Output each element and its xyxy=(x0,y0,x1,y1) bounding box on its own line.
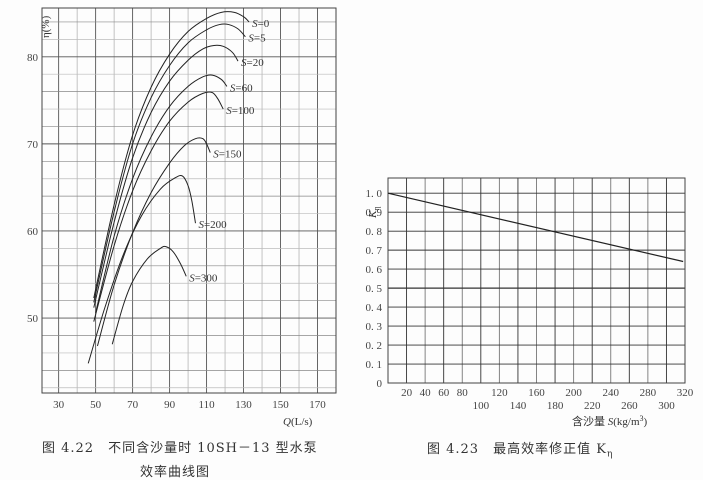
y-tick-label: 0. 1 xyxy=(366,359,383,371)
x-tick-label: 240 xyxy=(603,387,620,399)
plot-frame xyxy=(387,177,686,384)
figure-4-22-caption-line1: 图 4.22 不同含沙量时 10SH－13 型水泵 xyxy=(42,441,318,456)
curve-label: S=20 xyxy=(241,57,264,69)
x-tick-label: 90 xyxy=(164,399,176,411)
y-tick-label: 0. 4 xyxy=(366,302,383,314)
efficiency-curve-s-200 xyxy=(87,175,196,364)
curve-label: S=300 xyxy=(189,272,218,284)
x-axis-label: Q(L/s) xyxy=(283,416,313,428)
figure-4-23-caption-text: 图 4.23 最高效率修正值 K xyxy=(427,442,607,457)
y-tick-label: 0. 5 xyxy=(366,283,383,295)
y-tick-label: 0 xyxy=(377,378,383,390)
efficiency-curve-s-20 xyxy=(93,44,239,308)
curve-label: S=5 xyxy=(248,33,266,45)
x-tick-label: 160 xyxy=(528,387,545,399)
x-tick-label: 110 xyxy=(199,399,216,411)
x-tick-label: 40 xyxy=(420,387,432,399)
x-tick-label: 280 xyxy=(640,387,657,399)
x-tick-label: 80 xyxy=(457,387,469,399)
x-tick-label: 180 xyxy=(547,400,564,412)
x-tick-label: 140 xyxy=(510,400,527,412)
x-tick-label: 130 xyxy=(235,399,252,411)
y-tick-label: 0. 9 xyxy=(366,207,383,219)
figure-4-23-caption: 图 4.23 最高效率修正值 Kη xyxy=(427,438,613,460)
x-tick-label: 100 xyxy=(473,400,490,412)
efficiency-curve-s-150 xyxy=(96,137,211,347)
y-tick-label: 1. 0 xyxy=(366,188,383,200)
efficiency-correction-chart: 0 0. 1 0. 2 0. 3 0. 4 0. 5 0. 6 0. 7 0. 8 0. 9 1. … xyxy=(366,177,694,428)
y-tick-label: 70 xyxy=(27,139,39,151)
x-axis-label: 含沙量 S(kg/m3) xyxy=(572,414,648,428)
figure-4-23-caption-sub: η xyxy=(606,449,614,460)
figure-4-22-caption-line2: 效率曲线图 xyxy=(140,465,211,480)
curve-label: S=150 xyxy=(213,149,242,161)
efficiency-curve-s-0 xyxy=(93,11,250,299)
y-axis-label: η(%) xyxy=(40,15,52,38)
y-tick-label: 0. 7 xyxy=(366,245,383,257)
x-tick-label: 200 xyxy=(565,387,582,399)
y-tick-label: 80 xyxy=(27,52,39,64)
x-tick-label: 30 xyxy=(53,399,65,411)
efficiency-curve-s-5 xyxy=(93,23,246,303)
x-tick-label: 50 xyxy=(90,399,102,411)
x-tick-label: 320 xyxy=(677,387,694,399)
correction-line xyxy=(387,192,684,263)
x-tick-label: 120 xyxy=(491,387,508,399)
efficiency-curve-s-300 xyxy=(111,245,187,345)
x-tick-label: 150 xyxy=(272,399,289,411)
curve-label: S=200 xyxy=(198,219,227,231)
x-tick-label: 20 xyxy=(401,387,413,399)
curve-label: S=0 xyxy=(252,18,270,30)
y-tick-label: 0. 2 xyxy=(366,340,383,352)
x-tick-label: 170 xyxy=(309,399,326,411)
x-tick-label: 70 xyxy=(127,399,139,411)
efficiency-curve-s-60 xyxy=(95,74,228,313)
plot-frame xyxy=(41,7,337,394)
curve-label: S=100 xyxy=(226,105,255,117)
y-axis-label: Kη xyxy=(367,206,381,219)
y-tick-label: 0. 3 xyxy=(366,321,383,333)
y-tick-label: 50 xyxy=(27,313,39,325)
efficiency-curve-chart: 30 50 70 90 110 130 150 170 50 60 70 80 η(%) Q(L/s) S=… xyxy=(27,7,337,428)
x-tick-label: 220 xyxy=(584,400,601,412)
y-tick-label: 0. 6 xyxy=(366,264,383,276)
x-tick-label: 300 xyxy=(658,400,675,412)
y-tick-label: 60 xyxy=(27,226,39,238)
y-tick-label: 0. 8 xyxy=(366,226,383,238)
curve-label: S=60 xyxy=(230,82,253,94)
efficiency-curve-s-100 xyxy=(93,91,224,322)
x-tick-label: 60 xyxy=(438,387,450,399)
x-tick-label: 260 xyxy=(621,400,638,412)
